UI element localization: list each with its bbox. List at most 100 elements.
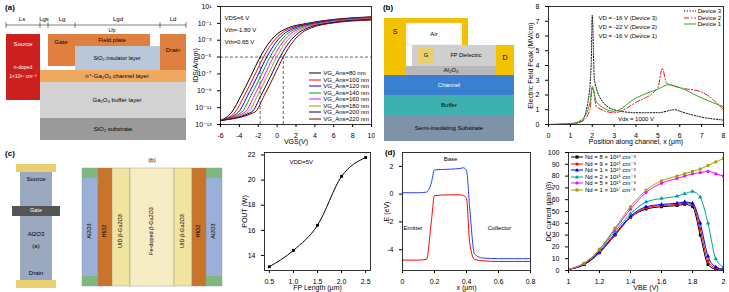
svg-text:0: 0 bbox=[401, 278, 405, 285]
svg-text:8: 8 bbox=[536, 3, 540, 10]
svg-text:10⁻¹³: 10⁻¹³ bbox=[195, 121, 212, 128]
svg-text:16: 16 bbox=[248, 227, 256, 234]
svg-text:1.8: 1.8 bbox=[688, 278, 698, 285]
svg-text:x (μm): x (μm) bbox=[457, 284, 477, 292]
svg-text:6: 6 bbox=[332, 132, 336, 139]
svg-text:40: 40 bbox=[552, 220, 560, 227]
svg-text:Base: Base bbox=[444, 156, 458, 162]
svg-text:(b): (b) bbox=[383, 3, 394, 12]
svg-text:0: 0 bbox=[275, 132, 279, 139]
svg-text:SiO₂ insulator layer: SiO₂ insulator layer bbox=[93, 55, 140, 61]
svg-text:Electric Field Peak (MV/cm): Electric Field Peak (MV/cm) bbox=[527, 22, 535, 108]
svg-text:HfO2: HfO2 bbox=[195, 225, 201, 238]
svg-text:(c): (c) bbox=[5, 149, 15, 158]
svg-text:1.2: 1.2 bbox=[595, 278, 605, 285]
svg-text:10: 10 bbox=[552, 255, 560, 262]
svg-text:Collector: Collector bbox=[488, 225, 512, 231]
svg-text:Drain: Drain bbox=[166, 47, 180, 53]
svg-text:DC current gain (β): DC current gain (β) bbox=[545, 182, 553, 242]
svg-text:90: 90 bbox=[552, 161, 560, 168]
svg-text:VDD=5V: VDD=5V bbox=[290, 159, 314, 165]
svg-text:IDS(A/mm): IDS(A/mm) bbox=[192, 48, 200, 83]
svg-text:60: 60 bbox=[552, 196, 560, 203]
svg-text:10⁻¹: 10⁻¹ bbox=[198, 20, 212, 27]
svg-text:Vds = 1000 V: Vds = 1000 V bbox=[618, 116, 654, 122]
svg-text:FP Dielectric: FP Dielectric bbox=[450, 52, 481, 58]
svg-text:18: 18 bbox=[248, 201, 256, 208]
svg-text:1: 1 bbox=[568, 132, 572, 139]
svg-text:0: 0 bbox=[390, 190, 394, 197]
svg-text:80: 80 bbox=[552, 172, 560, 179]
svg-text:10⁻⁹: 10⁻⁹ bbox=[197, 87, 211, 94]
svg-text:Position along channel, x (μm): Position along channel, x (μm) bbox=[589, 138, 683, 146]
svg-text:Al₂O₃: Al₂O₃ bbox=[444, 67, 459, 73]
svg-text:70: 70 bbox=[552, 184, 560, 191]
svg-text:3: 3 bbox=[536, 76, 540, 83]
svg-text:10¹: 10¹ bbox=[201, 3, 212, 10]
svg-text:Lgd: Lgd bbox=[113, 16, 123, 22]
svg-text:1×10¹⁸ cm⁻³: 1×10¹⁸ cm⁻³ bbox=[9, 73, 37, 79]
svg-text:-4: -4 bbox=[236, 132, 242, 139]
svg-text:Fe-doped β-Ga2O3: Fe-doped β-Ga2O3 bbox=[148, 207, 154, 255]
svg-text:-4: -4 bbox=[387, 246, 393, 253]
svg-text:10⁻¹¹: 10⁻¹¹ bbox=[195, 104, 212, 111]
svg-text:(a): (a) bbox=[5, 3, 15, 12]
svg-text:Emitter: Emitter bbox=[404, 225, 423, 231]
svg-text:n⁺-Ga₂O₃ channel layer: n⁺-Ga₂O₃ channel layer bbox=[85, 73, 148, 79]
svg-text:8: 8 bbox=[351, 132, 355, 139]
svg-text:POUT (W): POUT (W) bbox=[241, 195, 249, 228]
svg-text:E (eV): E (eV) bbox=[383, 202, 391, 222]
svg-text:VD = -16 V (Device 3): VD = -16 V (Device 3) bbox=[599, 15, 658, 21]
svg-text:30: 30 bbox=[552, 231, 560, 238]
svg-text:0: 0 bbox=[556, 267, 560, 274]
svg-text:10⁻³: 10⁻³ bbox=[198, 36, 212, 43]
svg-text:5: 5 bbox=[536, 47, 540, 54]
svg-text:7: 7 bbox=[700, 132, 704, 139]
svg-text:Al2O3: Al2O3 bbox=[210, 223, 216, 238]
svg-text:22: 22 bbox=[248, 151, 256, 158]
svg-text:4: 4 bbox=[313, 132, 317, 139]
svg-text:VDS=6 V: VDS=6 V bbox=[225, 15, 250, 21]
svg-text:Vth=0.65 V: Vth=0.65 V bbox=[225, 39, 255, 45]
svg-text:14: 14 bbox=[248, 252, 256, 259]
svg-text:SiO₂ substrate: SiO₂ substrate bbox=[94, 126, 133, 132]
svg-text:G: G bbox=[424, 52, 429, 58]
svg-text:Field plate: Field plate bbox=[98, 37, 126, 43]
svg-text:-2: -2 bbox=[255, 132, 261, 139]
svg-text:-6: -6 bbox=[217, 132, 223, 139]
svg-text:Source: Source bbox=[13, 41, 33, 47]
svg-text:Drain: Drain bbox=[29, 270, 43, 276]
svg-text:20: 20 bbox=[552, 243, 560, 250]
svg-text:(a): (a) bbox=[32, 243, 39, 249]
svg-text:UID β-Ga2O3: UID β-Ga2O3 bbox=[117, 214, 123, 248]
svg-text:Gate: Gate bbox=[30, 207, 42, 213]
svg-text:10: 10 bbox=[368, 132, 375, 139]
svg-text:20: 20 bbox=[248, 176, 256, 183]
svg-text:D: D bbox=[502, 54, 507, 61]
svg-text:8: 8 bbox=[722, 132, 726, 139]
svg-text:50: 50 bbox=[552, 208, 560, 215]
svg-text:VGS(V): VGS(V) bbox=[284, 138, 308, 146]
svg-text:0.5: 0.5 bbox=[264, 278, 274, 285]
svg-text:Al2O3: Al2O3 bbox=[86, 223, 92, 238]
svg-text:VBE (V): VBE (V) bbox=[633, 284, 658, 292]
svg-text:HfO2: HfO2 bbox=[101, 225, 107, 238]
svg-text:Vth=-1.80 V: Vth=-1.80 V bbox=[225, 27, 257, 33]
svg-text:(d): (d) bbox=[385, 148, 396, 157]
svg-text:Lgs: Lgs bbox=[39, 16, 49, 22]
svg-text:VD = -16 V (Device 1): VD = -16 V (Device 1) bbox=[599, 33, 658, 39]
svg-text:1: 1 bbox=[536, 106, 540, 113]
svg-text:Channel: Channel bbox=[438, 82, 460, 88]
svg-text:0.8: 0.8 bbox=[526, 278, 536, 285]
svg-text:0.2: 0.2 bbox=[430, 278, 440, 285]
svg-text:7: 7 bbox=[536, 17, 540, 24]
svg-text:0: 0 bbox=[536, 121, 540, 128]
svg-text:10⁻⁷: 10⁻⁷ bbox=[197, 70, 211, 77]
svg-text:S: S bbox=[393, 28, 398, 35]
svg-text:0.6: 0.6 bbox=[494, 278, 504, 285]
svg-text:VD = -22 V (Device 2): VD = -22 V (Device 2) bbox=[599, 24, 658, 30]
svg-text:1: 1 bbox=[567, 278, 571, 285]
svg-text:FP Length (μm): FP Length (μm) bbox=[293, 284, 342, 292]
svg-text:Ls: Ls bbox=[19, 16, 25, 22]
svg-text:Buffer: Buffer bbox=[441, 102, 457, 108]
